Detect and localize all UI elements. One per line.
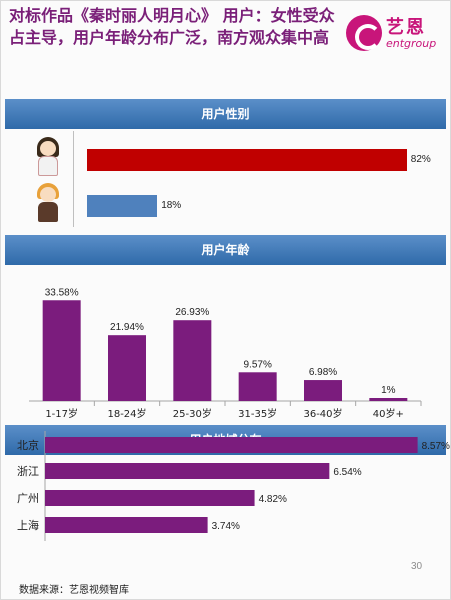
age-value-label: 9.57% (243, 359, 271, 370)
age-bar (238, 372, 277, 401)
gender-axis-line (73, 131, 74, 227)
age-category-label: 36-40岁 (303, 407, 342, 420)
data-source: 数据来源：艺恩视频智库 (19, 585, 129, 596)
page-number: 30 (411, 561, 423, 572)
gender-value-label: 18% (161, 200, 182, 211)
age-category-label: 40岁+ (373, 407, 404, 420)
region-value-label: 3.74% (212, 521, 240, 532)
page-title: 对标作品《秦时丽人明月心》 用户：女性受众占主导，用户年龄分布广泛，南方观众集中… (9, 6, 335, 47)
female-user-icon (35, 137, 61, 177)
male-user-icon (35, 183, 61, 223)
gender-bar-female (87, 149, 407, 171)
age-value-label: 21.94% (110, 322, 144, 333)
age-bar (42, 300, 81, 401)
gender-bar-male (87, 195, 158, 217)
region-value-label: 6.54% (333, 467, 361, 478)
region-bar (45, 437, 418, 453)
region-value-label: 4.82% (259, 494, 287, 505)
region-category-label: 北京 (17, 438, 39, 452)
region-category-label: 浙江 (17, 465, 39, 478)
region-bar (45, 517, 208, 533)
region-value-label: 8.57% (422, 441, 450, 452)
section-header-age: 用户年龄 (5, 235, 446, 265)
entgroup-logo: 艺恩 entgroup (346, 13, 446, 57)
age-category-label: 31-35岁 (238, 407, 277, 420)
section-header-gender: 用户性别 (5, 99, 446, 129)
age-bar (369, 398, 408, 401)
age-value-label: 6.98% (309, 367, 337, 378)
age-bar (173, 320, 212, 401)
region-bar-chart: 8.57% 北京 6.54% 浙江 4.82% 广州 3.74% 上海 (17, 431, 450, 541)
gender-value-label: 82% (410, 154, 431, 165)
age-category-label: 25-30岁 (173, 407, 212, 420)
logo-text-en: entgroup (386, 37, 437, 50)
age-category-label: 18-24岁 (107, 407, 146, 420)
region-bar (45, 463, 330, 479)
entgroup-logo-icon (346, 15, 382, 51)
region-bar (45, 490, 255, 506)
age-category-label: 1-17岁 (45, 407, 78, 420)
logo-text-cn: 艺恩 (386, 17, 426, 38)
region-category-label: 上海 (17, 518, 39, 532)
age-value-label: 26.93% (175, 307, 209, 318)
age-bar (304, 380, 342, 401)
age-value-label: 33.58% (45, 287, 79, 298)
region-category-label: 广州 (17, 492, 39, 505)
age-bar-chart: 33.58% 1-17岁 21.94% 18-24岁 26.93% 25-30岁 9.57%… (29, 287, 422, 420)
age-value-label: 1% (381, 385, 396, 396)
age-bar (108, 335, 146, 401)
